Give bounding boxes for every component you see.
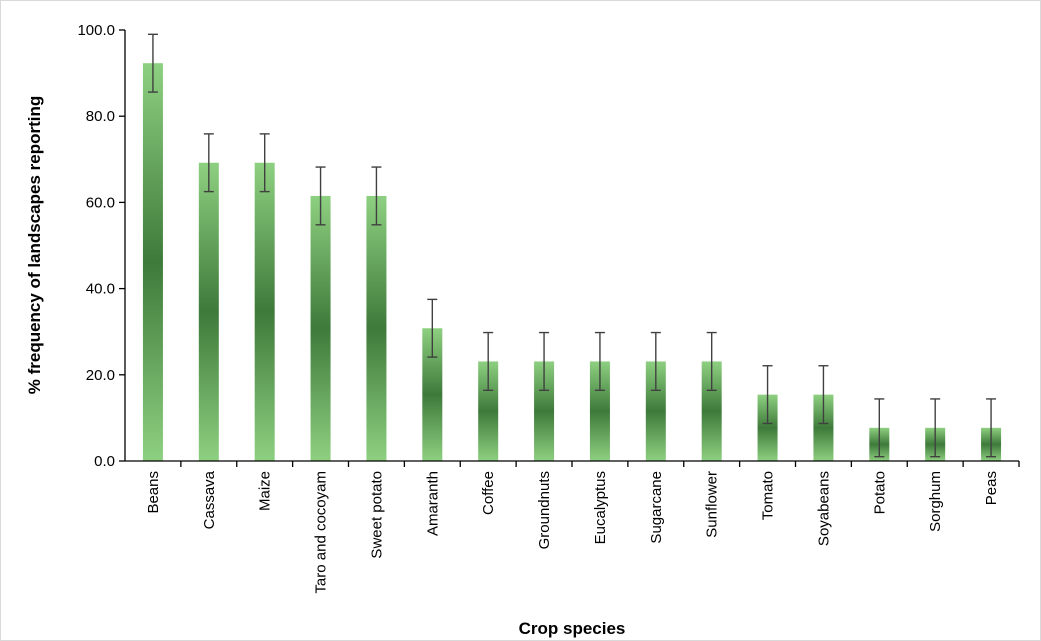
x-tick-label: Tomato xyxy=(760,471,777,520)
y-tick-label: 100.0 xyxy=(77,22,115,39)
bar xyxy=(813,394,834,461)
bar xyxy=(310,195,331,461)
bar xyxy=(198,162,219,462)
bar xyxy=(645,361,666,461)
y-axis-title: % frequency of landscapes reporting xyxy=(25,96,44,395)
y-ticks: 0.0 20.0 40.0 60.0 80.0 100.0 xyxy=(77,22,125,470)
bar xyxy=(254,162,275,462)
x-tick-label: Taro and cocoyam xyxy=(313,471,330,594)
bar xyxy=(478,361,499,461)
x-ticks: Beans Cassava Maize Taro and cocoyam Sweet p… xyxy=(145,461,1020,594)
x-tick-label: Sugarcane xyxy=(648,471,665,544)
x-tick-label: Amaranth xyxy=(424,471,441,536)
bar xyxy=(142,63,163,461)
x-tick-label: Beans xyxy=(145,471,162,514)
bar xyxy=(589,361,610,461)
x-tick-label: Maize xyxy=(257,471,274,511)
bar xyxy=(534,361,555,461)
bar xyxy=(422,328,443,461)
x-tick-label: Sorghum xyxy=(927,471,944,532)
error-bars xyxy=(147,33,997,458)
bar xyxy=(701,361,722,461)
bars xyxy=(142,63,1002,462)
y-tick-label: 0.0 xyxy=(94,453,115,470)
x-tick-label: Peas xyxy=(983,471,1000,505)
x-tick-label: Coffee xyxy=(480,471,497,515)
x-tick-label: Cassava xyxy=(201,470,218,529)
bar xyxy=(757,394,778,461)
x-tick-label: Groundnuts xyxy=(536,471,553,549)
x-axis-title: Crop species xyxy=(519,619,626,638)
x-tick-label: Sunflower xyxy=(704,471,721,538)
x-tick-label: Eucalyptus xyxy=(592,471,609,544)
x-tick-label: Sweet potato xyxy=(368,471,385,559)
bar xyxy=(366,195,387,461)
y-tick-label: 20.0 xyxy=(86,367,115,384)
y-tick-label: 40.0 xyxy=(86,281,115,298)
x-tick-label: Soyabeans xyxy=(815,471,832,546)
y-tick-label: 60.0 xyxy=(86,194,115,211)
x-tick-label: Potato xyxy=(871,471,888,514)
y-tick-label: 80.0 xyxy=(86,108,115,125)
